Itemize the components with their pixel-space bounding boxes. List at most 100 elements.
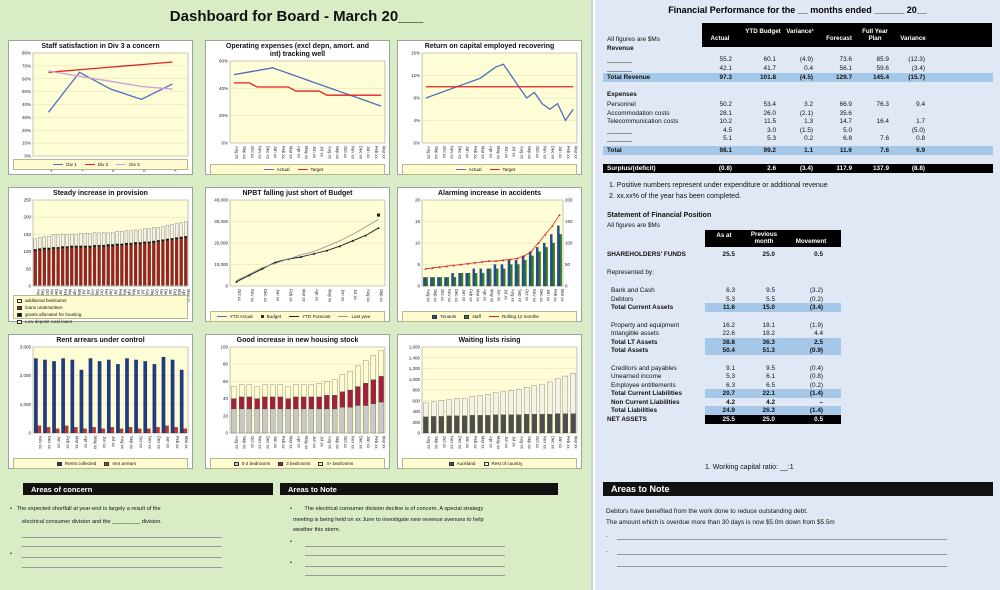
concern-line [22,557,222,558]
x-tick-label: Apr xx [314,289,319,302]
expense-row-label: _______ [607,135,632,143]
x-tick-label: Jan xx [558,436,563,449]
bar-segment [184,237,188,286]
bar-segment [523,414,530,434]
chart-panel-4: Steady increase in provision 0 50 100 150 200… [8,187,193,324]
bar-segment [97,244,101,247]
legend-item: Auckland [448,460,476,467]
bar-segment [165,238,170,241]
chart-panel-9: Waiting lists rising 0 200 400 600 800 1,000 1,… [397,334,582,469]
x-tick-label: Dec xx [265,146,270,160]
x-tick-label: Aug xx [327,436,332,450]
y-tick-label: 20 [223,413,229,418]
fin-pos-row-label: Total LT Assets [611,338,658,346]
x-tick-label: Mar xx [574,146,579,159]
chart-legend: Actual Target [402,164,577,175]
shareholders-value: 25.5 [722,251,735,258]
note-item-1b: meeting is being held on xx June to inve… [293,517,484,523]
note-bullet: • [290,560,292,566]
y-tick-label: 4% [413,118,420,123]
legend-swatch [260,315,264,318]
bar [165,425,169,434]
rolling-line [425,214,560,270]
bar-segment [469,396,476,416]
bar-segment [174,239,179,286]
bar-segment [269,396,276,410]
bar [37,425,42,434]
bar [110,427,115,434]
areas-of-concern-header: Areas of concern [23,483,273,495]
bar-segment [430,416,437,434]
fin-pos-row-value: 25.0 [762,415,775,423]
bar [486,268,490,287]
fin-pos-row-value: 26.3 [762,407,775,414]
right-note-line [617,554,947,555]
revenue-row-value: 60.1 [763,56,776,63]
bar-segment [262,408,268,434]
bar-segment [423,416,429,434]
bar-segment [147,243,151,286]
bar [46,427,51,434]
y-tick-label: 40% [219,86,228,91]
right-note-dot: . [606,532,608,539]
concern-line [22,537,222,538]
legend-label: Target [502,167,516,172]
fin-pos-row-label: Intangible assets [611,330,659,337]
x-tick-label: Sep xx [379,289,384,303]
x-tick-label: Nov xx [543,146,548,160]
bar-segment [254,398,260,410]
bar-segment [554,378,561,414]
y-tick-label: 60% [219,59,228,64]
bar-segment [547,381,553,415]
bar-segment [570,373,576,414]
surplus-value: 2.6 [767,165,776,172]
y-tick-label: 5 [417,262,420,267]
fin-pos-row-label: NET ASSETS [607,415,647,423]
total-expenses-label: Total [607,147,622,154]
fin-pos-row-value: (0.2) [809,381,823,389]
x-tick-label: Nov xx [147,436,152,450]
bar-segment [106,245,110,286]
fin-pos-row-value: 18.2 [762,330,775,337]
x-tick-label: Dec xx [539,289,544,303]
series-line [233,67,382,107]
bar [101,428,105,434]
x-tick-label: May xx [496,436,501,450]
bar-segment [308,384,315,398]
chart-legend: additional bedrooms loans underwritten gra… [13,295,188,324]
bar [128,427,133,434]
bar-segment [308,408,315,434]
x-tick-label: Feb xx [468,289,473,302]
bar [52,361,56,434]
fin-pos-row-value: 2.5 [814,338,823,346]
bar-segment [454,415,460,434]
x-tick-label: Jul xx [320,436,325,448]
expense-row-value: (5.0) [911,126,925,134]
bar-segment [61,246,65,249]
perf-note-2: 2. xx.xx% of the year has been completed… [609,193,741,200]
areas-to-note-header: Areas to Note [280,483,558,495]
legend-label: Rolling 12 months [501,314,539,319]
x-tick-label: Nov xx [250,289,255,303]
bar [521,255,525,287]
bar-segment [120,245,124,286]
x-tick-label: Sep xx [335,146,340,160]
chart-legend: YTD Actual Budget YTD Forecast Last year [210,311,385,322]
y-tick-label: 100 [23,249,31,254]
x-tick-label: Dec xx [550,436,555,450]
bar-segment [156,240,160,243]
surplus-value: 137.9 [873,165,889,172]
x-tick-label: Oct xx [250,146,255,159]
bar-segment [316,396,322,410]
legend-swatch [297,168,308,171]
row-highlight [705,406,841,415]
y-tick-label: 10% [22,141,31,146]
fin-pos-row-value: – [819,398,823,406]
legend-swatch [116,163,127,166]
bar-segment [438,416,445,434]
fin-pos-row-value: 4.4 [814,330,823,337]
x-tick-label: Sep xx [242,436,247,450]
y-tick-label: 1,000 [409,377,421,382]
